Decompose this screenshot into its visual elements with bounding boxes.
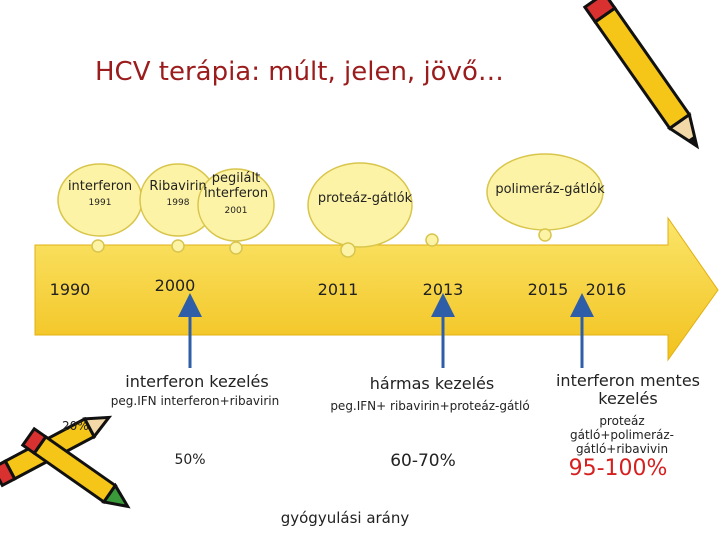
cloud-year: 1991 [88,198,112,208]
cloud-year: 1998 [166,198,190,208]
cloud-label: Ribavirin [149,179,207,194]
timeline-label: 2013 [422,280,464,299]
pencil-icon [582,0,700,150]
rate: 20% [62,419,89,433]
pencil-icon [20,426,131,509]
timeline-label: 2011 [317,280,359,299]
rate: 95-100% [568,456,668,481]
phase-title: interferon mentes kezelés [555,371,701,409]
phase-detail: proteáz gátló+polimeráz-gátló+ribavivin [569,414,675,456]
clouds [57,153,604,258]
footer: gyógyulási arány [280,509,410,527]
rate: 50% [174,452,206,468]
rate: 60-70% [390,451,456,471]
cloud-label: proteáz-gátlók [317,191,413,206]
phase-arrows [178,293,594,368]
phase-detail: peg.IFN interferon+ribavirin [110,394,280,408]
cloud-label: polimeráz-gátlók [495,182,605,197]
phase-title: interferon kezelés [125,372,269,391]
timeline-label: 2000 [154,276,196,295]
cloud-year: 2001 [224,206,248,216]
phase-title: hármas kezelés [369,374,495,393]
cloud-label: pegilált interferon [203,171,269,201]
phase-detail: peg.IFN+ ribavirin+proteáz-gátló [330,399,530,413]
timeline-label: 1990 [49,280,91,299]
timeline-arrow [34,216,719,362]
title: HCV terápia: múlt, jelen, jövő… [95,57,504,87]
timeline-label: 2015 [527,280,569,299]
cloud-label: interferon [67,179,133,194]
timeline-label: 2016 [585,280,627,299]
